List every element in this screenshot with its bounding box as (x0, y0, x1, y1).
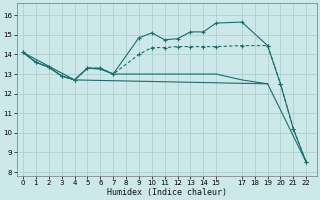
X-axis label: Humidex (Indice chaleur): Humidex (Indice chaleur) (107, 188, 227, 197)
